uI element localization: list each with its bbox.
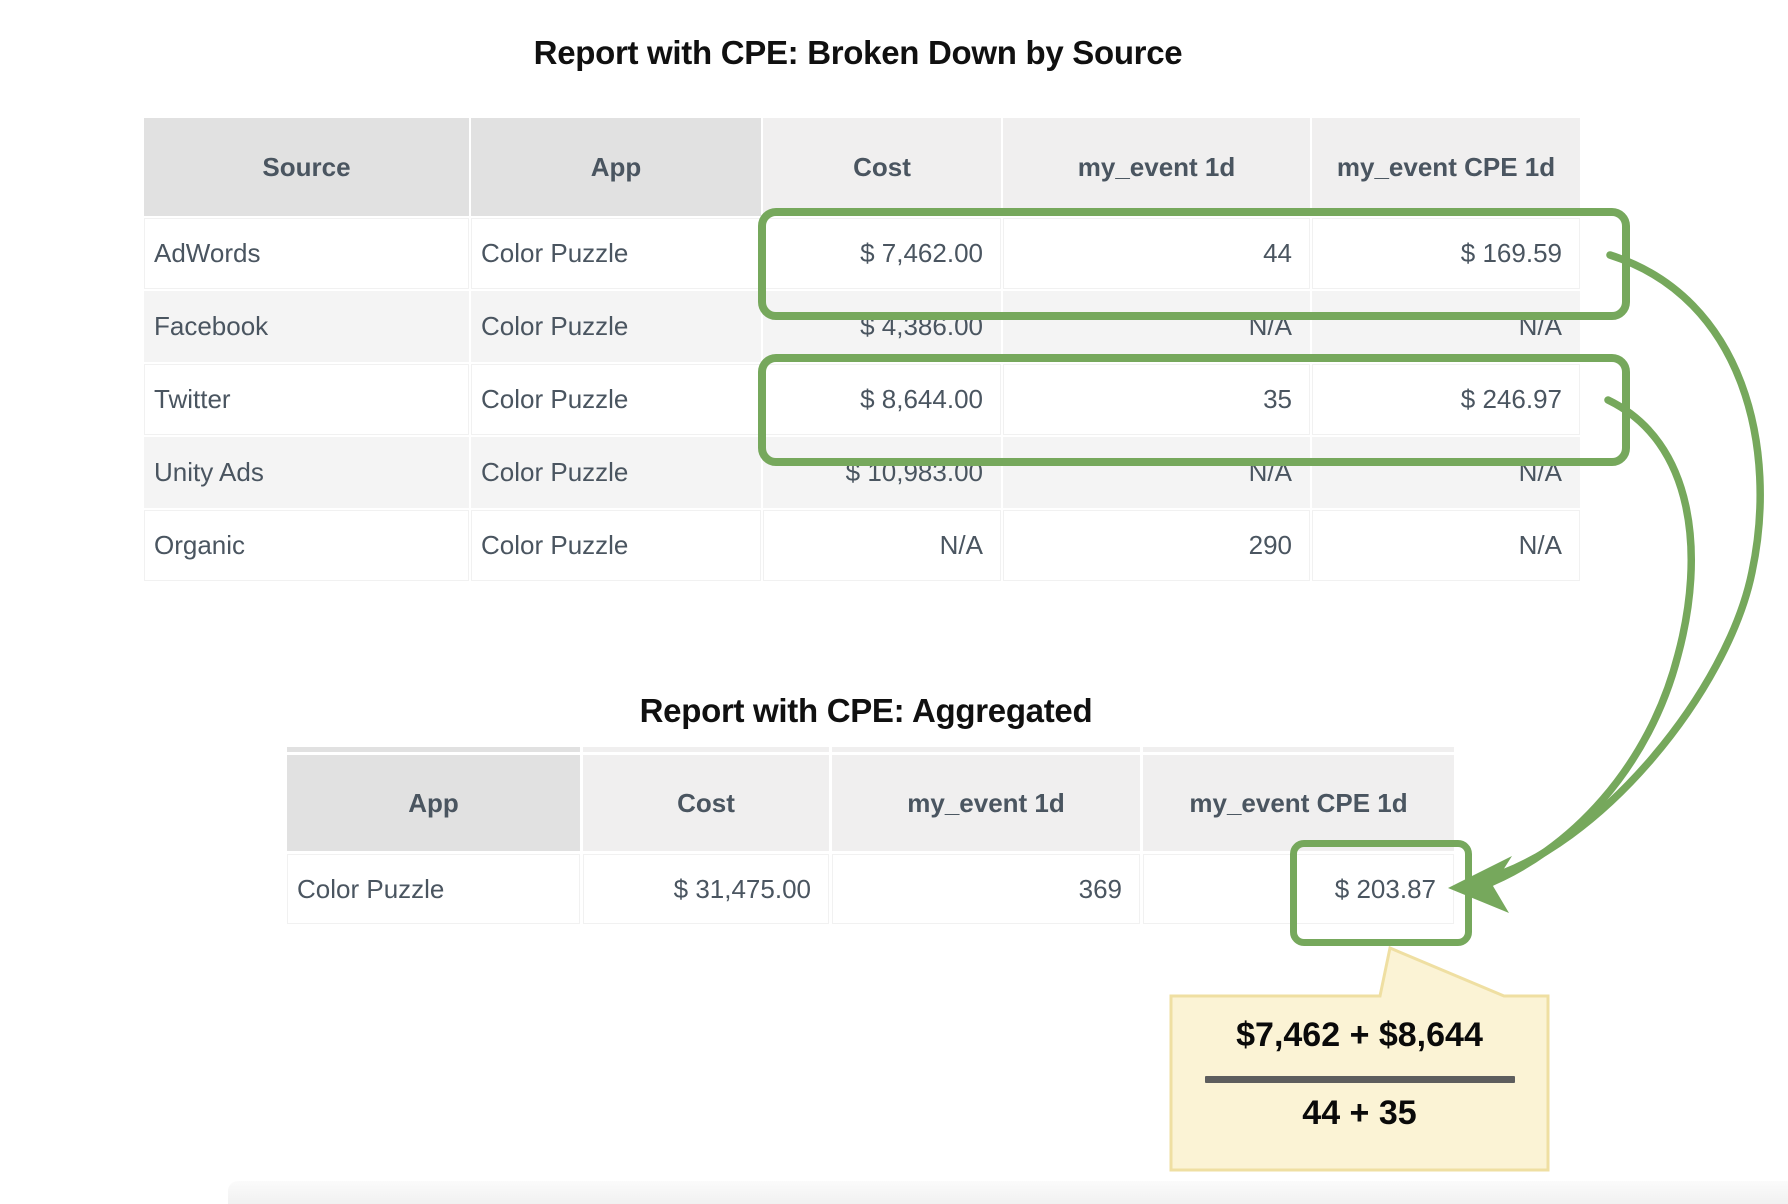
cell-event: 369 bbox=[832, 854, 1140, 924]
column-header-app: App bbox=[471, 118, 761, 216]
column-header-cost: Cost bbox=[583, 755, 829, 851]
highlight-box-twitter-metrics bbox=[758, 354, 1630, 466]
breakdown-table-title: Report with CPE: Broken Down by Source bbox=[533, 34, 1183, 71]
fraction-bar bbox=[1205, 1076, 1515, 1083]
cell-cpe: $ 203.87 bbox=[1143, 854, 1454, 924]
source-breakdown-table: Source App Cost my_event 1d my_event CPE… bbox=[144, 118, 1580, 581]
cell-app: Color Puzzle bbox=[471, 291, 761, 362]
column-header-my-event-cpe: my_event CPE 1d bbox=[1143, 755, 1454, 851]
cell-event: 44 bbox=[1003, 218, 1310, 289]
table-top-edge bbox=[287, 747, 580, 752]
aggregated-table-title: Report with CPE: Aggregated bbox=[639, 692, 1093, 729]
cell-cost: $ 7,462.00 bbox=[763, 218, 1001, 289]
cell-event: 35 bbox=[1003, 364, 1310, 435]
cell-source: Twitter bbox=[144, 364, 469, 435]
cell-app: Color Puzzle bbox=[471, 437, 761, 508]
cell-cost: N/A bbox=[763, 510, 1001, 581]
cell-cost: $ 31,475.00 bbox=[583, 854, 829, 924]
cell-source: AdWords bbox=[144, 218, 469, 289]
cell-app: Color Puzzle bbox=[471, 364, 761, 435]
formula-numerator: $7,462 + $8,644 bbox=[1236, 1016, 1483, 1054]
cell-cost: $ 8,644.00 bbox=[763, 364, 1001, 435]
cell-app: Color Puzzle bbox=[471, 510, 761, 581]
table-top-edge bbox=[1143, 747, 1454, 752]
column-header-app: App bbox=[287, 755, 580, 851]
formula-callout-bubble bbox=[1169, 945, 1550, 1172]
column-header-cost: Cost bbox=[763, 118, 1001, 216]
cell-app: Color Puzzle bbox=[471, 218, 761, 289]
bottom-section-edge bbox=[228, 1181, 1788, 1204]
highlight-box-aggregated-cpe bbox=[1290, 840, 1472, 946]
column-header-my-event: my_event 1d bbox=[1003, 118, 1310, 216]
highlight-box-adwords-metrics bbox=[758, 208, 1630, 320]
cell-event: N/A bbox=[1003, 291, 1310, 362]
cell-source: Organic bbox=[144, 510, 469, 581]
cell-cpe: N/A bbox=[1312, 510, 1580, 581]
column-header-my-event: my_event 1d bbox=[832, 755, 1140, 851]
column-header-source: Source bbox=[144, 118, 469, 216]
cell-source: Unity Ads bbox=[144, 437, 469, 508]
aggregated-table: App Cost my_event 1d my_event CPE 1d Col… bbox=[287, 747, 1454, 924]
column-header-my-event-cpe: my_event CPE 1d bbox=[1312, 118, 1580, 216]
table-top-edge bbox=[832, 747, 1140, 752]
cell-cost: $ 10,983.00 bbox=[763, 437, 1001, 508]
cell-source: Facebook bbox=[144, 291, 469, 362]
cell-app: Color Puzzle bbox=[287, 854, 580, 924]
table-top-edge bbox=[583, 747, 829, 752]
cell-event: 290 bbox=[1003, 510, 1310, 581]
formula-denominator: 44 + 35 bbox=[1302, 1094, 1417, 1132]
